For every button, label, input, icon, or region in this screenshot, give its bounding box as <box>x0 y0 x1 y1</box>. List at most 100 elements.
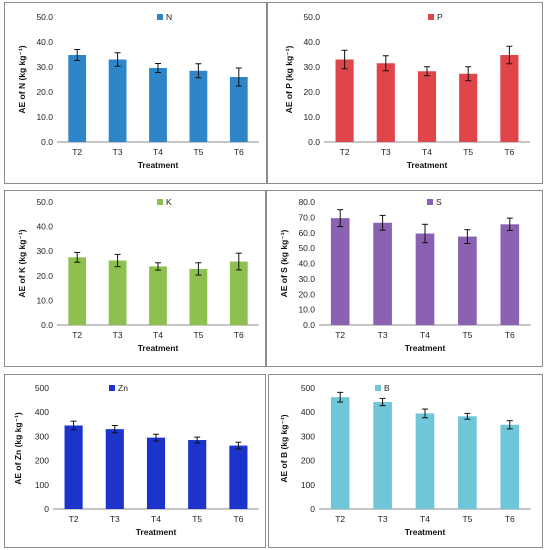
y-tick-label: 10.0 <box>298 305 315 315</box>
legend-swatch <box>428 14 434 20</box>
x-tick-label: T3 <box>113 147 123 157</box>
legend-swatch <box>157 199 163 205</box>
bar-t6 <box>229 261 248 325</box>
legend-swatch <box>157 14 163 20</box>
bar-t2 <box>335 59 354 142</box>
y-axis-title: AE of K (kg kg⁻¹) <box>17 229 27 297</box>
bar-t3 <box>376 63 395 142</box>
bar-t6 <box>229 77 248 142</box>
y-tick-label: 300 <box>35 431 49 441</box>
bar-t5 <box>189 70 208 142</box>
bar-t4 <box>415 233 435 325</box>
chart-k: 0.0 10.0 20.0 30.0 40.0 50.0 T2 T3 T4 T5 T6 Treatme… <box>17 197 259 353</box>
y-tick-label: 0.0 <box>41 320 53 330</box>
y-tick-label: 0 <box>44 504 49 514</box>
bar-t6 <box>500 224 520 325</box>
y-tick-label: 40.0 <box>36 37 53 47</box>
x-tick-label: T2 <box>335 514 345 524</box>
x-tick-label: T4 <box>153 330 163 340</box>
legend-label: Zn <box>118 383 128 393</box>
chart-panel-b: 0 100 200 300 400 500 T2 T3 T4 T5 T6 Treatment AE of… <box>268 374 543 548</box>
chart-zn: 0 100 200 300 400 500 T2 T3 T4 T5 T6 Treatment AE of… <box>13 383 259 537</box>
legend-label: B <box>384 383 390 393</box>
x-tick-label: T2 <box>335 330 345 340</box>
x-axis-title: Treatment <box>136 527 177 537</box>
x-axis-title: Treatment <box>405 343 446 353</box>
legend-swatch <box>375 385 381 391</box>
y-tick-label: 60.0 <box>298 228 315 238</box>
y-tick-label: 500 <box>35 383 49 393</box>
bar-t3 <box>108 59 127 142</box>
bar-t3 <box>373 222 392 325</box>
x-tick-label: T4 <box>420 514 430 524</box>
y-tick-label: 70.0 <box>298 212 315 222</box>
bar-t3 <box>105 429 124 509</box>
legend-swatch <box>427 199 433 205</box>
bar-t4 <box>415 413 435 509</box>
bar-t4 <box>149 266 167 325</box>
y-axis-title: AE of P (kg kg⁻¹) <box>284 46 294 114</box>
chart-panel-p: 0.0 10.0 20.0 30.0 40.0 50.0 T2 T3 T4 T5 T6 Treatme… <box>267 2 543 184</box>
x-tick-label: T6 <box>505 514 515 524</box>
y-tick-label: 50.0 <box>36 197 53 207</box>
y-tick-label: 100 <box>35 480 49 490</box>
x-tick-label: T5 <box>193 147 203 157</box>
x-tick-label: T3 <box>113 330 123 340</box>
y-tick-label: 10.0 <box>303 112 320 122</box>
chart-p: 0.0 10.0 20.0 30.0 40.0 50.0 T2 T3 T4 T5 T6 Treatme… <box>284 12 530 170</box>
bar-t4 <box>417 71 437 142</box>
y-axis-title: AE of Zn (kg kg⁻¹) <box>13 412 23 485</box>
bar-t5 <box>188 440 207 509</box>
bar-t2 <box>330 218 350 325</box>
bar-t5 <box>458 416 477 509</box>
y-tick-label: 40.0 <box>298 259 315 269</box>
y-tick-label: 30.0 <box>36 246 53 256</box>
y-tick-label: 0.0 <box>303 320 315 330</box>
legend-label: P <box>437 12 443 22</box>
y-tick-label: 80.0 <box>298 197 315 207</box>
y-tick-label: 200 <box>301 456 315 466</box>
y-tick-label: 500 <box>301 383 315 393</box>
y-tick-label: 20.0 <box>298 289 315 299</box>
y-tick-label: 200 <box>35 456 49 466</box>
y-tick-label: 0.0 <box>308 137 320 147</box>
x-axis-title: Treatment <box>138 343 179 353</box>
y-axis-title: AE of B (kg kg⁻¹) <box>279 414 289 482</box>
y-tick-label: 50.0 <box>298 243 315 253</box>
y-tick-label: 10.0 <box>36 112 53 122</box>
y-axis-title: AE of S (kg kg⁻¹) <box>279 229 289 297</box>
x-tick-label: T2 <box>69 514 79 524</box>
y-tick-label: 20.0 <box>303 87 320 97</box>
bar-t2 <box>330 397 350 509</box>
x-tick-label: T5 <box>192 514 202 524</box>
x-tick-label: T5 <box>462 330 472 340</box>
bar-t6 <box>500 424 520 509</box>
x-tick-label: T3 <box>381 147 391 157</box>
y-tick-label: 30.0 <box>36 62 53 72</box>
y-tick-label: 400 <box>301 407 315 417</box>
y-tick-label: 20.0 <box>36 87 53 97</box>
chart-panel-k: 0.0 10.0 20.0 30.0 40.0 50.0 T2 T3 T4 T5 T6 Treatme… <box>4 190 266 367</box>
y-tick-label: 300 <box>301 431 315 441</box>
chart-s: 0.0 10.0 20.0 30.0 40.0 50.0 60.0 70.0 80.0 T2 T3 T… <box>279 197 531 353</box>
x-tick-label: T6 <box>504 147 514 157</box>
y-tick-label: 0.0 <box>41 137 53 147</box>
x-tick-label: T5 <box>463 147 473 157</box>
x-tick-label: T2 <box>72 330 82 340</box>
y-tick-label: 10.0 <box>36 295 53 305</box>
y-tick-label: 40.0 <box>303 37 320 47</box>
bar-t4 <box>149 68 167 142</box>
y-tick-label: 30.0 <box>303 62 320 72</box>
bar-t4 <box>146 437 166 509</box>
chart-n: 0.0 10.0 20.0 30.0 40.0 50.0 T2 T3 T4 T5 T6 Treatme… <box>17 12 259 170</box>
legend-swatch <box>109 385 115 391</box>
x-tick-label: T2 <box>340 147 350 157</box>
x-tick-label: T2 <box>72 147 82 157</box>
chart-panel-zn: 0 100 200 300 400 500 T2 T3 T4 T5 T6 Treatment AE of… <box>4 374 266 548</box>
x-tick-label: T4 <box>151 514 161 524</box>
bar-t2 <box>68 55 87 142</box>
x-tick-label: T6 <box>234 330 244 340</box>
bar-t3 <box>373 402 392 509</box>
x-tick-label: T5 <box>193 330 203 340</box>
bar-t6 <box>229 445 248 509</box>
